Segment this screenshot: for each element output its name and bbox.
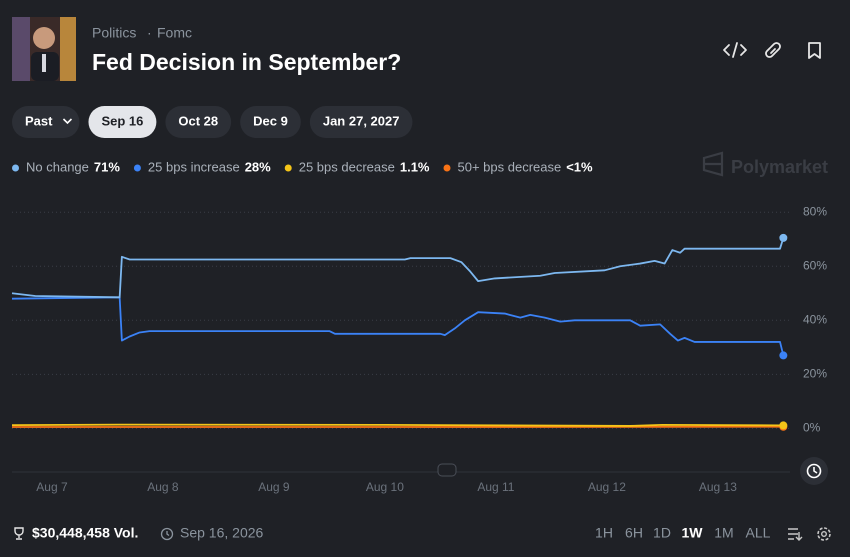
settings-button[interactable] [817, 527, 831, 541]
legend-label: 25 bps increase [148, 159, 240, 174]
x-tick-label: Aug 10 [366, 480, 404, 494]
x-tick-label: Aug 7 [36, 480, 68, 494]
chevron [62, 118, 73, 125]
breadcrumb[interactable]: Politics [92, 25, 136, 41]
y-tick-label: 80% [803, 204, 827, 218]
y-tick-label: 20% [803, 367, 827, 381]
tab-background [12, 106, 80, 138]
legend-dot [12, 164, 19, 172]
end-date: Sep 16, 2026 [180, 525, 264, 541]
tab-label: Past [25, 113, 53, 128]
market-title: Fed Decision in September? [92, 49, 401, 75]
tab-label: Oct 28 [178, 113, 218, 128]
plot: 0% 20% 40% 60% 80% Aug 7 Aug 8 Aug 9 Aug 10 Aug 1… [11, 204, 827, 494]
legend-label: 25 bps decrease [299, 159, 395, 174]
tab[interactable]: Oct 28 [165, 106, 232, 138]
series-line [11, 237, 785, 299]
range-button[interactable]: 1M [714, 525, 733, 541]
range-button[interactable]: 1D [653, 525, 671, 541]
legend-value: 71% [94, 159, 120, 174]
x-tick-label: Aug 11 [477, 480, 514, 494]
trophy-icon [14, 527, 24, 540]
tab[interactable]: Jan 27, 2027 [309, 106, 413, 138]
tab-label: Jan 27, 2027 [323, 113, 400, 128]
end-point [779, 233, 788, 242]
tab-label: Sep 16 [101, 113, 143, 128]
clock-icon [160, 527, 174, 541]
series-line [11, 296, 785, 356]
volume: $30,448,458 Vol. [32, 525, 138, 541]
tab[interactable]: Past [12, 106, 80, 138]
legend: No change 71% 25 bps increase 28% 25 bps dec… [12, 159, 593, 174]
range-button[interactable]: ALL [746, 525, 771, 541]
y-tick-label: 0% [803, 421, 821, 435]
legend-label: No change [26, 159, 89, 174]
tab-background [240, 106, 301, 138]
sort-button[interactable] [788, 528, 803, 541]
legend-label: 50+ bps decrease [458, 159, 562, 174]
y-tick-label: 60% [803, 258, 827, 272]
legend-value: 1.1% [400, 159, 430, 174]
separator: · [147, 25, 152, 41]
tab-background [165, 106, 232, 138]
tab-label: Dec 9 [253, 113, 288, 128]
link-button[interactable] [765, 42, 781, 58]
time-button[interactable] [800, 457, 828, 485]
range-button[interactable]: 1W [682, 525, 704, 541]
bookmark-button[interactable] [808, 42, 821, 59]
end-point [779, 351, 788, 360]
tab[interactable]: Dec 9 [240, 106, 301, 138]
tab-background [88, 106, 157, 138]
range-button[interactable]: 1H [595, 525, 613, 541]
breadcrumb[interactable]: Fomc [157, 25, 192, 41]
legend-dot [443, 164, 451, 172]
range-selector: 1H 6H 1D 1W 1M ALL [595, 525, 771, 541]
legend-value: <1% [566, 159, 593, 174]
tab-background [309, 106, 413, 138]
legend-value: 28% [245, 159, 271, 174]
x-tick-label: Aug 13 [699, 480, 737, 494]
x-tick-label: Aug 9 [258, 480, 290, 494]
tab-bar: Past Sep 16 Oct 28 Dec 9 Jan 27, 2027 [12, 106, 413, 138]
end-point [779, 421, 788, 430]
embed-button[interactable] [723, 42, 747, 58]
range-button[interactable]: 6H [625, 525, 643, 541]
brand-watermark: Polymarket [702, 151, 828, 177]
tab[interactable]: Sep 16 [88, 106, 157, 138]
x-tick-label: Aug 12 [588, 480, 626, 494]
legend-dot [133, 164, 141, 172]
y-tick-label: 40% [803, 312, 827, 326]
x-tick-label: Aug 8 [147, 480, 179, 494]
brand: Polymarket [731, 157, 828, 177]
series-line [11, 423, 784, 427]
scroll-handle[interactable] [437, 463, 457, 477]
avatar [12, 17, 76, 81]
legend-dot [284, 164, 292, 172]
